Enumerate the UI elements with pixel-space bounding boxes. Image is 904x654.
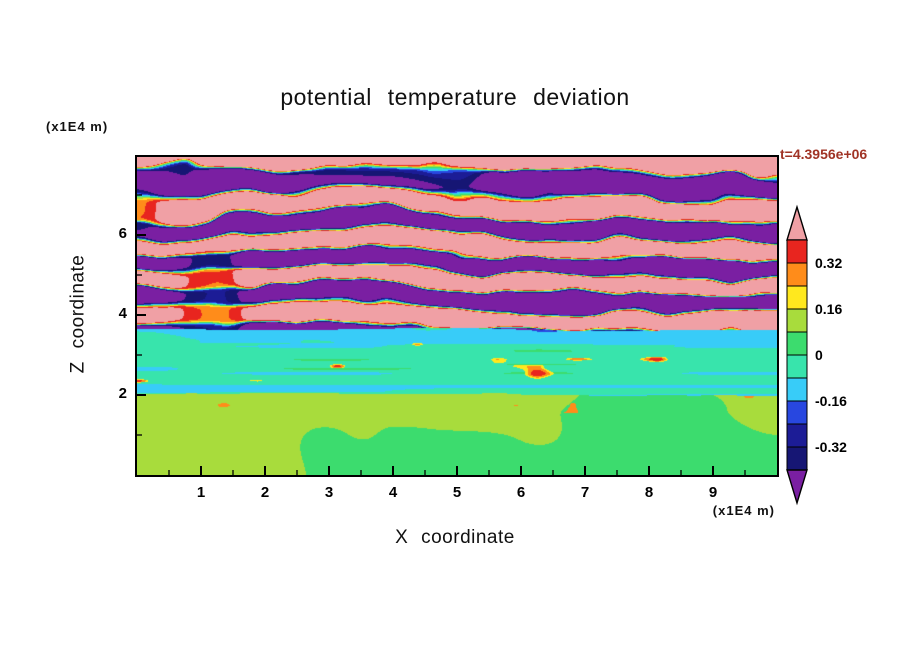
colorbar-tick-label: -0.16 (815, 393, 847, 409)
z-axis-title-text: Z coordinate (67, 254, 88, 374)
chart-title: potential temperature deviation (280, 84, 630, 110)
z-tick-label: 2 (118, 385, 127, 402)
axis-ticks (137, 194, 746, 475)
x-tick-label: 4 (388, 484, 398, 501)
timestamp-label: t=4.3956e+06 (780, 146, 868, 162)
x-axis-title: X coordinate (395, 527, 515, 548)
x-tick-label: 6 (516, 484, 526, 501)
colorbar-segment (786, 354, 808, 379)
z-tick-label: 6 (118, 225, 127, 242)
colorbar-segment (786, 239, 808, 264)
x-tick-label: 3 (324, 484, 334, 501)
colorbar-down-arrow (786, 469, 808, 506)
colorbar-segment (786, 400, 808, 425)
colorbar-segment (786, 331, 808, 356)
colorbar-tick-label: 0.16 (815, 301, 842, 317)
colorbar-tick-label: 0 (815, 347, 823, 363)
z-tick-label: 4 (118, 305, 127, 322)
contour-field (137, 157, 777, 475)
colorbar-tick-label: -0.32 (815, 439, 847, 455)
colorbar-segment (786, 285, 808, 310)
colorbar-tick-label: 0.32 (815, 255, 842, 271)
colorbar-segment (786, 446, 808, 471)
x-tick-label: 2 (260, 484, 270, 501)
plot-area (135, 155, 779, 477)
colorbar-segment (786, 377, 808, 402)
x-tick-label: 7 (580, 484, 590, 501)
colorbar-segment (786, 308, 808, 333)
colorbar-segment (786, 262, 808, 287)
x-tick-label: 8 (644, 484, 654, 501)
z-axis-unit-label: (x1E4 m) (46, 119, 109, 134)
colorbar-segment (786, 423, 808, 448)
x-tick-label: 9 (708, 484, 718, 501)
colorbar-up-arrow (786, 204, 808, 241)
x-tick-label: 1 (196, 484, 206, 501)
x-tick-label: 5 (452, 484, 462, 501)
colorbar: 0.32 0.16 0 -0.16 -0.32 (786, 204, 847, 506)
x-axis-unit-label: (x1E4 m) (712, 503, 775, 518)
